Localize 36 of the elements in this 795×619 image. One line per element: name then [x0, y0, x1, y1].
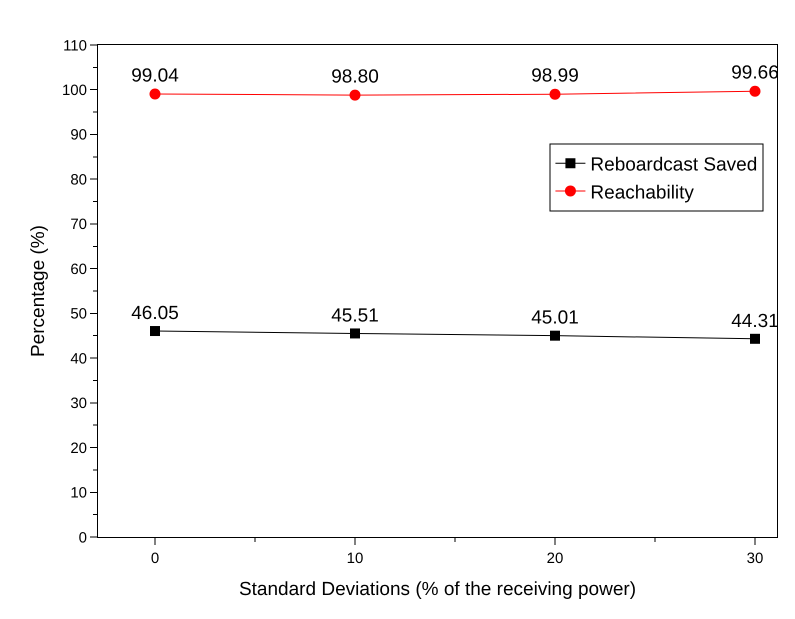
y-tick-label: 50 [70, 306, 87, 323]
data-label: 45.51 [331, 305, 379, 326]
point [350, 90, 360, 101]
y-tick-label: 60 [70, 260, 87, 278]
x-tick-label: 10 [346, 550, 364, 567]
data-label: 44.31 [731, 310, 779, 332]
point [150, 88, 160, 100]
y-tick-label: 70 [70, 216, 87, 234]
data-label: 46.05 [131, 303, 179, 324]
point [550, 330, 560, 341]
y-tick-label: 110 [63, 37, 87, 54]
point [750, 334, 760, 344]
data-label: 98.80 [331, 66, 379, 88]
y-tick-label: 10 [70, 484, 87, 502]
y-tick-label: 90 [70, 126, 87, 144]
y-tick-label: 20 [70, 440, 87, 457]
legend-label: Reachability [590, 182, 694, 204]
y-tick-label: 100 [62, 82, 87, 99]
x-tick-label: 20 [546, 550, 564, 567]
y-tick-label: 30 [70, 395, 87, 412]
y-tick-label: 80 [70, 171, 87, 188]
point [750, 86, 760, 97]
data-label: 98.99 [531, 66, 579, 87]
x-tick-label: 30 [746, 550, 764, 567]
y-axis-title: Percentage (%) [28, 224, 49, 358]
legend-label: Reboardcast Saved [590, 154, 758, 176]
data-label: 45.01 [531, 308, 579, 329]
data-label: 99.04 [131, 65, 180, 86]
x-tick-label: 0 [150, 550, 160, 567]
point [550, 88, 560, 100]
point [350, 328, 360, 338]
x-axis-title: Standard Deviations (% of the receiving power) [238, 578, 636, 600]
y-tick-label: 40 [70, 350, 87, 368]
data-label: 99.66 [731, 62, 779, 84]
point [150, 326, 160, 336]
y-tick-label: 0 [78, 529, 87, 546]
